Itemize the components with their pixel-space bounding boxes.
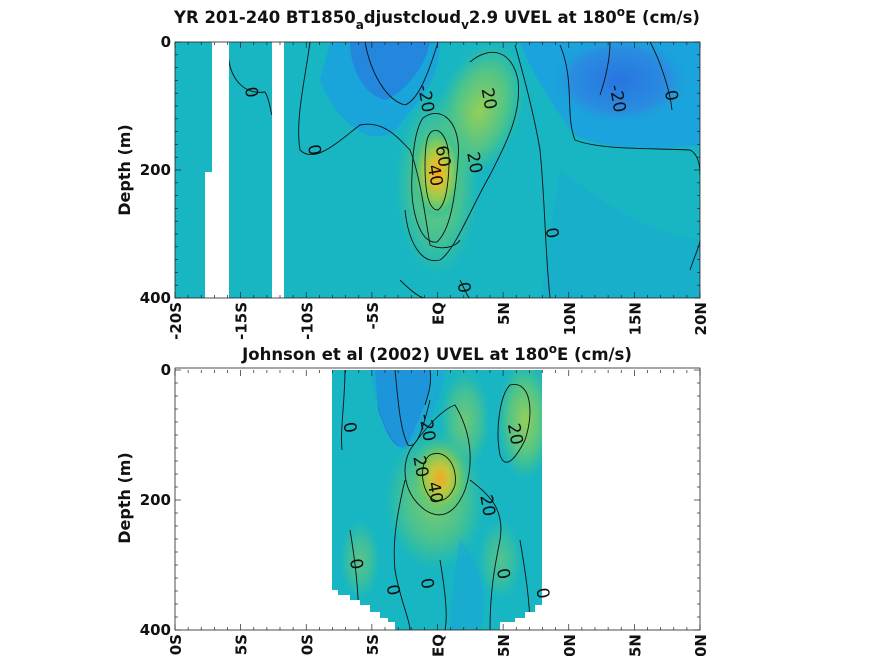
x-tick-label: EQ	[430, 302, 448, 325]
top-heatmap	[175, 42, 700, 298]
contour-label: 20	[462, 150, 485, 175]
contour-label: 0	[453, 280, 475, 294]
contour-label: 0	[240, 85, 262, 99]
contour-label: 60	[431, 144, 454, 169]
bottom-panel: Johnson et al (2002) UVEL at 180oE (cm/s…	[115, 342, 710, 656]
contour-label: -20	[414, 412, 439, 443]
missing-data-gap	[272, 42, 284, 298]
top-ylabel: Depth (m)	[115, 124, 134, 216]
bottom-heatmap	[332, 370, 542, 630]
contour-label: 0	[492, 567, 514, 581]
x-tick-label: -15S	[233, 302, 251, 340]
bottom-ylabel: Depth (m)	[115, 452, 134, 544]
x-tick-label: -10S	[298, 302, 316, 340]
missing-data-gap	[212, 42, 229, 298]
x-tick-label: 15N	[626, 634, 644, 656]
contour-label: 20	[408, 454, 431, 479]
x-tick-label: 10N	[561, 634, 579, 656]
x-tick-label: 20N	[692, 634, 710, 656]
x-tick-label: 15S	[233, 634, 251, 656]
contour-label: 20	[477, 86, 500, 111]
x-tick-label: 15N	[626, 302, 644, 335]
contour-label: 0	[382, 583, 404, 597]
bottom-title: Johnson et al (2002) UVEL at 180oE (cm/s…	[241, 342, 632, 364]
x-tick-label: 10N	[561, 302, 579, 335]
contour-label: 0	[531, 586, 553, 600]
top-panel: YR 201-240 BT1850adjustcloudv2.9 UVEL at…	[115, 5, 710, 340]
x-tick-label: EQ	[430, 634, 448, 656]
contour-label: 0	[660, 88, 682, 102]
x-tick-label: 5N	[495, 634, 513, 656]
x-tick-label: -20S	[167, 302, 185, 340]
contour-label: 40	[423, 163, 446, 188]
contour-label: 0	[338, 421, 360, 435]
x-tick-label: 10S	[298, 634, 316, 656]
x-tick-label: 20S	[167, 634, 185, 656]
y-tick-label: 0	[161, 33, 171, 51]
contour-label: 0	[303, 143, 325, 157]
contour-label: 0	[416, 577, 438, 591]
x-tick-label: 5S	[364, 634, 382, 655]
y-tick-label: 400	[140, 621, 171, 639]
contour-label: -20	[605, 83, 630, 114]
contour-label: 0	[541, 226, 563, 240]
y-tick-label: 400	[140, 289, 171, 307]
missing-data-gap	[205, 172, 213, 298]
contour-label: 20	[475, 493, 498, 518]
y-tick-label: 0	[161, 361, 171, 379]
y-tick-label: 200	[140, 491, 171, 509]
contour-label: -20	[413, 83, 438, 114]
x-tick-label: -5S	[364, 302, 382, 329]
x-tick-label: 20N	[692, 302, 710, 335]
y-tick-label: 200	[140, 161, 171, 179]
contour-label: 40	[423, 480, 446, 505]
x-tick-label: 5N	[495, 302, 513, 325]
contour-label: 20	[503, 422, 526, 447]
top-title: YR 201-240 BT1850adjustcloudv2.9 UVEL at…	[173, 5, 700, 32]
contour-label: 0	[345, 557, 367, 571]
